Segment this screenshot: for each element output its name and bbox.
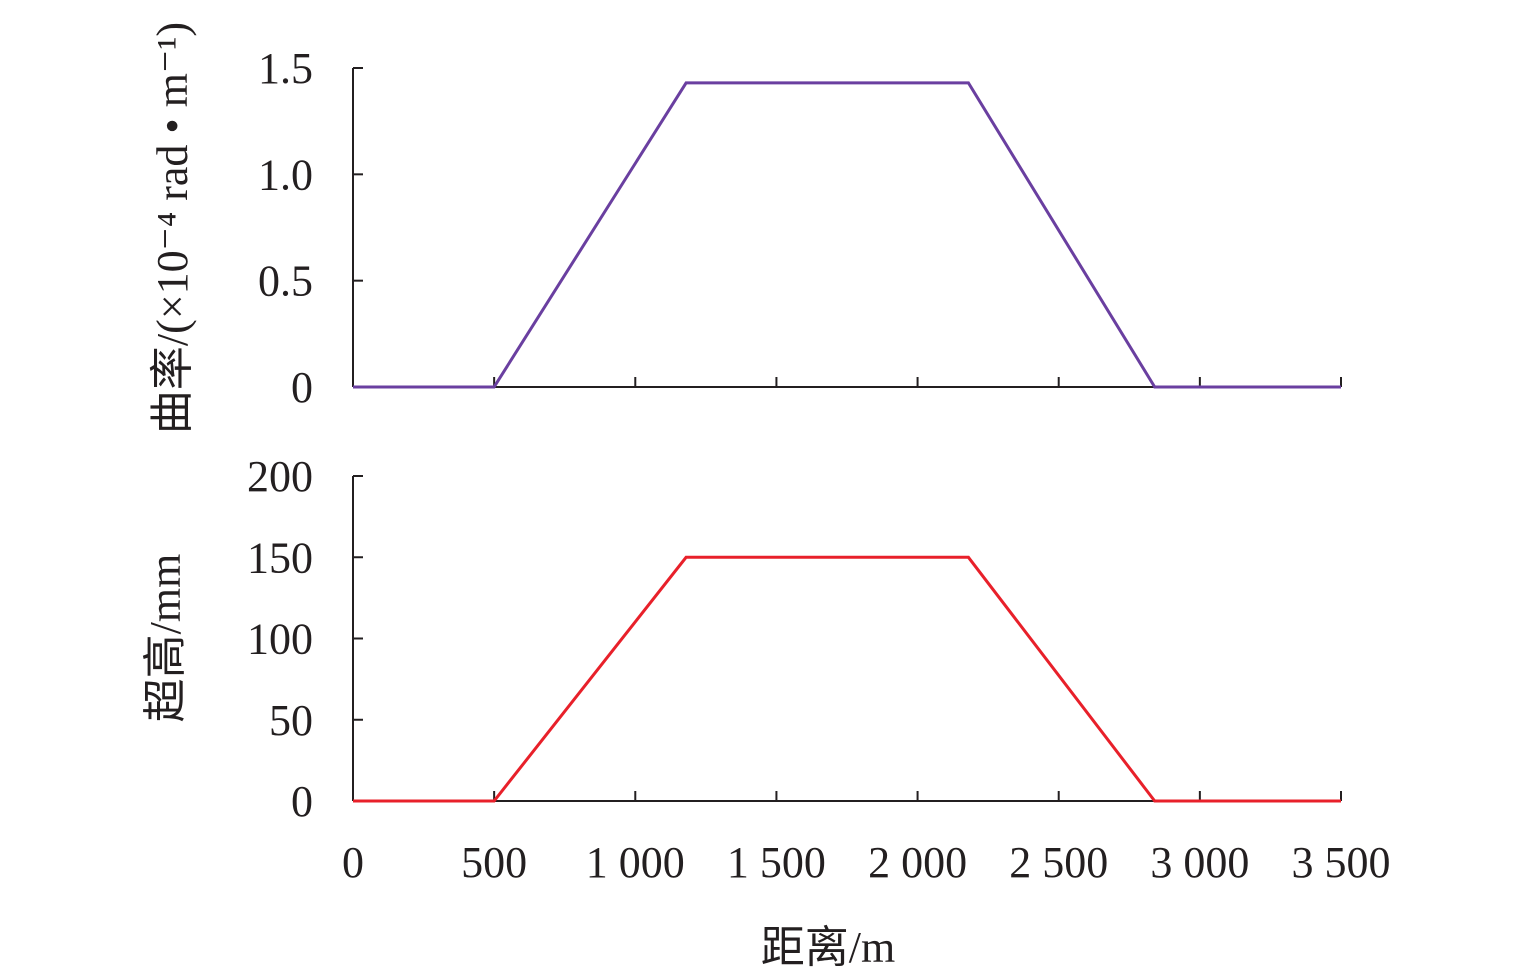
y-tick-label: 100 bbox=[247, 615, 313, 664]
y-tick-label: 0.5 bbox=[258, 257, 313, 306]
x-tick-label: 1 000 bbox=[586, 838, 685, 887]
y-tick-label: 0 bbox=[291, 363, 313, 412]
x-tick-label: 1 500 bbox=[727, 838, 826, 887]
x-axis-title: 距离/m bbox=[761, 923, 895, 972]
y-tick-label: 200 bbox=[247, 452, 313, 501]
y-tick-label: 1.5 bbox=[258, 44, 313, 93]
x-tick-label: 500 bbox=[461, 838, 527, 887]
y-tick-label: 1.0 bbox=[258, 150, 313, 199]
x-tick-label: 3 500 bbox=[1292, 838, 1391, 887]
series-line bbox=[353, 81, 1341, 389]
x-tick-label: 3 000 bbox=[1150, 838, 1249, 887]
y-tick-label: 150 bbox=[247, 533, 313, 582]
x-tick-label: 2 500 bbox=[1009, 838, 1108, 887]
y-axis-title: 曲率/(×10⁻⁴ rad • m⁻¹) bbox=[148, 22, 197, 434]
y-tick-label: 50 bbox=[269, 696, 313, 745]
curvature-panel: 0 0.5 1.0 1.5 曲率/(×10⁻⁴ rad • m⁻¹) bbox=[148, 22, 1342, 434]
series-line bbox=[353, 555, 1341, 803]
y-axis-title: 超高/mm bbox=[141, 554, 190, 723]
superelevation-panel: 0 50 100 150 200 0 500 1 000 1 500 2 000 2 500 3 00… bbox=[141, 452, 1391, 972]
x-tick-label: 0 bbox=[342, 838, 364, 887]
y-tick-label: 0 bbox=[291, 777, 313, 826]
x-tick-label: 2 000 bbox=[868, 838, 967, 887]
